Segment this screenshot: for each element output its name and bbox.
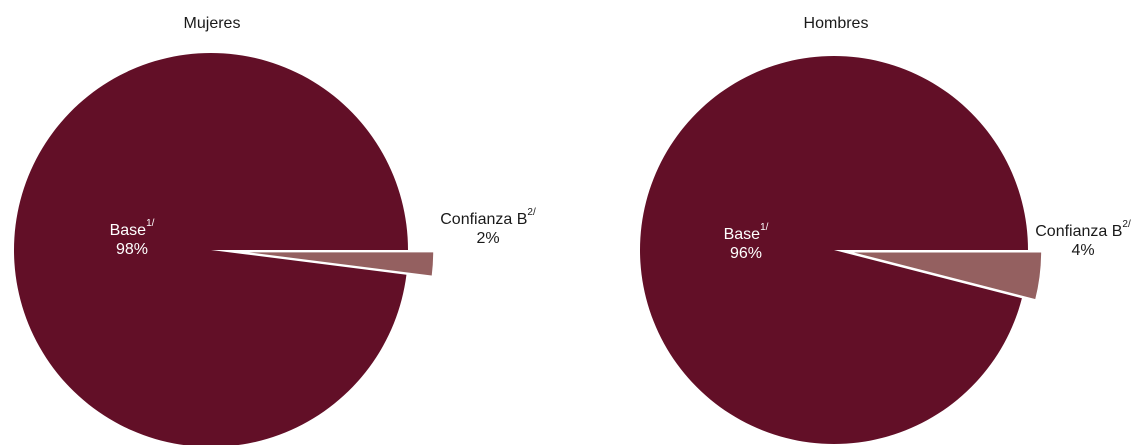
- slice-percent: 96%: [729, 245, 763, 262]
- pie-slice-base: [639, 55, 1028, 444]
- footnote-marker: 1/: [760, 222, 769, 233]
- pie-slice-confianza: [236, 250, 435, 278]
- pie-slice-base: [14, 53, 408, 445]
- pie-svg: [14, 53, 435, 445]
- slice-label-text: Confianza B: [1035, 223, 1123, 240]
- slice-label-text: Base: [109, 222, 147, 239]
- pie-chart-hombres: Hombres Base1/ 96% Confianza B2/ 4%: [610, 0, 1142, 445]
- slice-label-text: Confianza B: [440, 211, 528, 228]
- footnote-marker: 2/: [1122, 219, 1131, 230]
- footnote-marker: 2/: [527, 207, 536, 218]
- slice-percent: 2%: [476, 230, 500, 247]
- pie-chart-mujeres: Mujeres Base1/ 98% Confianza B2/ 2%: [0, 0, 536, 445]
- pie-svg: [639, 55, 1043, 444]
- footnote-marker: 1/: [146, 218, 155, 229]
- slice-label-confianza: Confianza B2/ 2%: [418, 207, 558, 248]
- chart-title: Mujeres: [183, 15, 241, 32]
- slice-label-base: Base1/ 96%: [696, 222, 796, 263]
- slice-percent: 98%: [115, 241, 149, 258]
- slice-label-text: Base: [723, 226, 761, 243]
- pie-slice-confianza: [847, 251, 1043, 301]
- slice-label-confianza: Confianza B2/ 4%: [1026, 219, 1140, 260]
- chart-title: Hombres: [803, 15, 869, 32]
- slice-percent: 4%: [1071, 242, 1095, 259]
- slice-label-base: Base1/ 98%: [82, 218, 182, 259]
